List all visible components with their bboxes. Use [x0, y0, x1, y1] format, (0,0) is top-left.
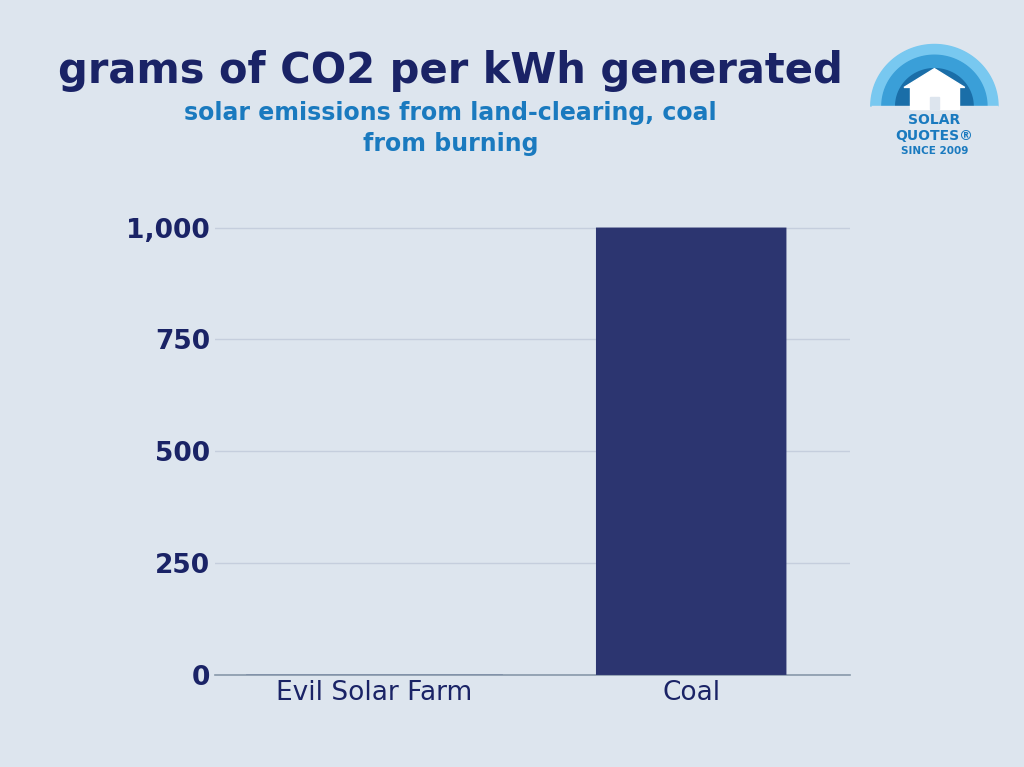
Text: QUOTES®: QUOTES®	[895, 129, 974, 143]
Text: solar emissions from land-clearing, coal: solar emissions from land-clearing, coal	[184, 101, 717, 125]
Polygon shape	[870, 44, 998, 107]
Polygon shape	[904, 68, 965, 87]
Polygon shape	[909, 87, 959, 109]
Polygon shape	[865, 109, 1004, 157]
Polygon shape	[930, 97, 939, 109]
FancyBboxPatch shape	[596, 228, 786, 675]
Text: from burning: from burning	[362, 132, 539, 156]
Polygon shape	[882, 55, 987, 107]
Text: SOLAR: SOLAR	[908, 113, 961, 127]
Text: SINCE 2009: SINCE 2009	[901, 146, 968, 156]
Polygon shape	[896, 69, 973, 107]
Text: grams of CO2 per kWh generated: grams of CO2 per kWh generated	[58, 50, 843, 92]
